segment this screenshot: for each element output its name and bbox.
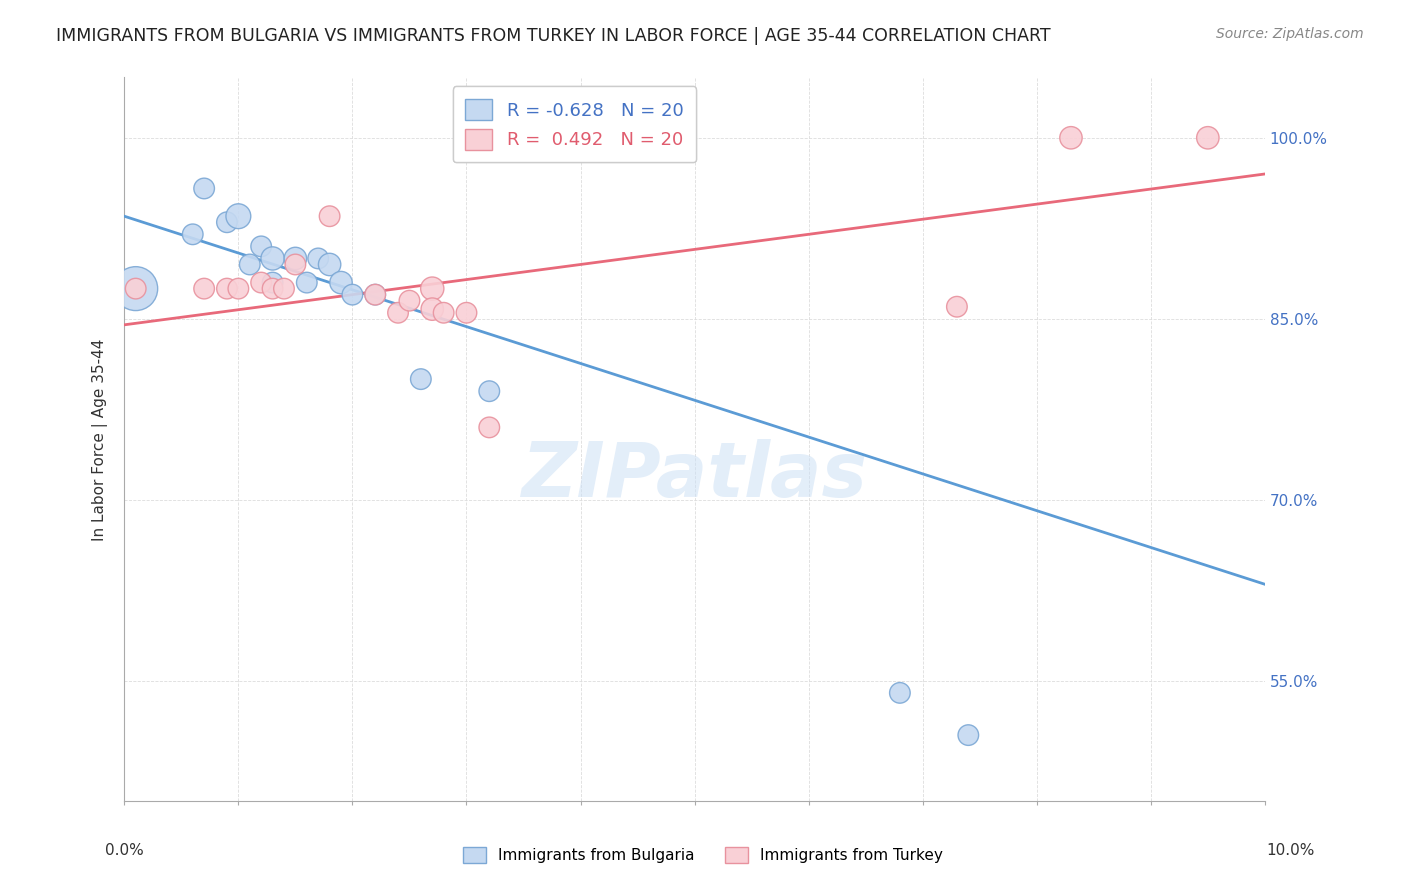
Point bbox=[398, 293, 420, 308]
Point bbox=[228, 282, 250, 296]
Point bbox=[273, 282, 295, 296]
Point bbox=[330, 276, 353, 290]
Point bbox=[456, 306, 478, 320]
Point bbox=[228, 209, 250, 223]
Point bbox=[284, 252, 307, 266]
Point bbox=[318, 209, 340, 223]
Point bbox=[181, 227, 204, 242]
Point bbox=[125, 282, 148, 296]
Text: 0.0%: 0.0% bbox=[105, 843, 145, 858]
Legend: Immigrants from Bulgaria, Immigrants from Turkey: Immigrants from Bulgaria, Immigrants fro… bbox=[456, 839, 950, 871]
Point bbox=[215, 215, 238, 229]
Point bbox=[433, 306, 456, 320]
Text: 10.0%: 10.0% bbox=[1267, 843, 1315, 858]
Point bbox=[239, 258, 262, 272]
Text: IMMIGRANTS FROM BULGARIA VS IMMIGRANTS FROM TURKEY IN LABOR FORCE | AGE 35-44 CO: IMMIGRANTS FROM BULGARIA VS IMMIGRANTS F… bbox=[56, 27, 1050, 45]
Point bbox=[364, 287, 387, 301]
Point bbox=[420, 302, 443, 317]
Point bbox=[125, 282, 148, 296]
Point bbox=[193, 282, 215, 296]
Point bbox=[295, 276, 318, 290]
Legend: R = -0.628   N = 20, R =  0.492   N = 20: R = -0.628 N = 20, R = 0.492 N = 20 bbox=[453, 87, 696, 162]
Point bbox=[1197, 130, 1219, 145]
Text: Source: ZipAtlas.com: Source: ZipAtlas.com bbox=[1216, 27, 1364, 41]
Point bbox=[250, 276, 273, 290]
Point bbox=[342, 287, 364, 301]
Point bbox=[284, 258, 307, 272]
Text: ZIPatlas: ZIPatlas bbox=[522, 439, 868, 513]
Point bbox=[478, 420, 501, 434]
Point bbox=[215, 282, 238, 296]
Point bbox=[262, 276, 284, 290]
Point bbox=[387, 306, 409, 320]
Point bbox=[420, 282, 443, 296]
Point bbox=[1060, 130, 1083, 145]
Point bbox=[250, 239, 273, 253]
Point bbox=[889, 686, 911, 700]
Point bbox=[318, 258, 340, 272]
Y-axis label: In Labor Force | Age 35-44: In Labor Force | Age 35-44 bbox=[93, 338, 108, 541]
Point bbox=[409, 372, 432, 386]
Point bbox=[193, 181, 215, 195]
Point bbox=[262, 252, 284, 266]
Point bbox=[478, 384, 501, 399]
Point bbox=[946, 300, 969, 314]
Point bbox=[307, 252, 329, 266]
Point bbox=[364, 287, 387, 301]
Point bbox=[262, 282, 284, 296]
Point bbox=[957, 728, 980, 742]
